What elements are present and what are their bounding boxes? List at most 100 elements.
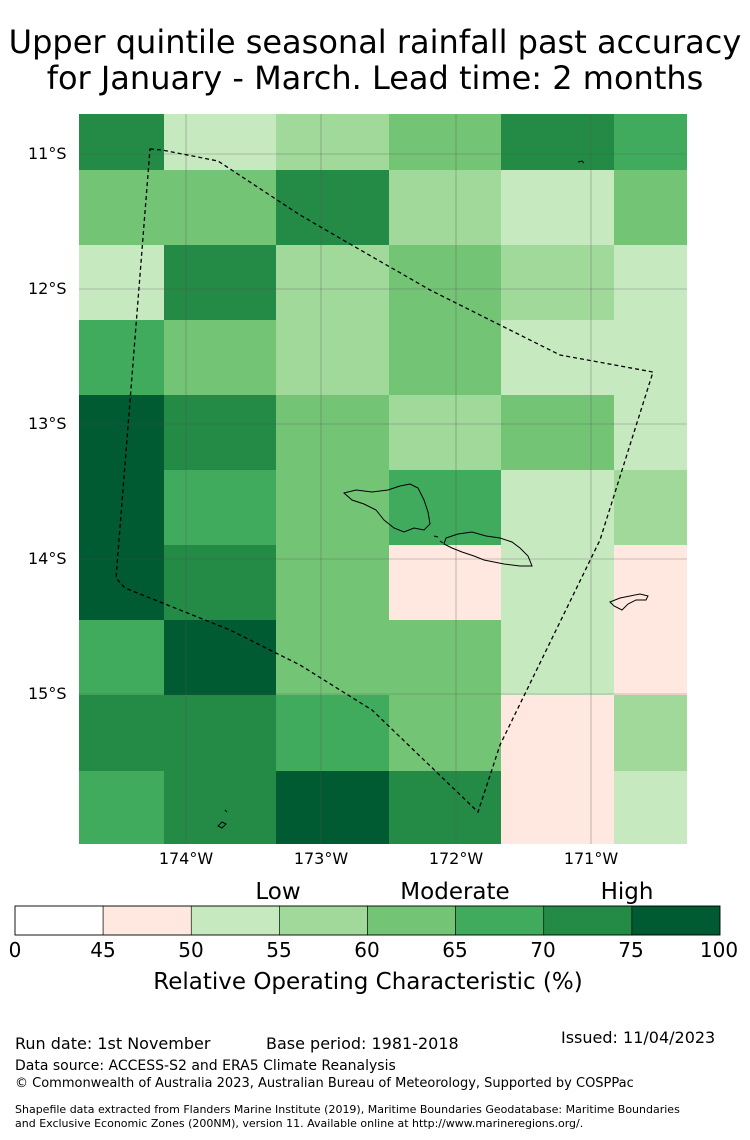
grid-cell-r6-c4 <box>501 545 614 620</box>
title-line-2: for January - March. Lead time: 2 months <box>46 59 704 97</box>
grid-cell-r7-c2 <box>276 620 389 695</box>
grid-cell-r9-c4 <box>501 771 614 844</box>
eez-boundary <box>115 148 654 814</box>
colorbar-tick-0: 0 <box>8 938 22 962</box>
grid-cell-r6-c1 <box>164 545 276 620</box>
grid-cell-r1-c1 <box>164 170 276 245</box>
grid-cell-r9-c3 <box>389 771 501 844</box>
savaii-island <box>342 483 431 533</box>
grid-cell-r5-c3 <box>389 470 501 545</box>
grid-cell-r5-c5 <box>614 470 687 545</box>
lat-label-14s: 14°S <box>28 549 67 568</box>
lat-label-11s: 11°S <box>28 144 67 163</box>
colorbar-segment-2 <box>190 905 280 936</box>
grid-cell-r4-c5 <box>614 395 687 470</box>
grid-cell-r1-c2 <box>276 170 389 245</box>
lat-label-12s: 12°S <box>28 279 67 298</box>
lon-label-172w: 172°W <box>428 849 484 868</box>
grid-cell-r6-c3 <box>389 545 501 620</box>
colorbar-segment-4 <box>367 905 456 936</box>
colorbar-segment-6 <box>543 905 633 936</box>
copyright: © Commonwealth of Australia 2023, Austra… <box>15 1076 634 1091</box>
colorbar-segment-1 <box>102 905 192 936</box>
lon-label-171w: 171°W <box>563 849 619 868</box>
colorbar-tick-60: 60 <box>354 938 380 962</box>
colorbar-title: Relative Operating Characteristic (%) <box>153 969 583 995</box>
grid-cell-r3-c1 <box>164 320 276 395</box>
run-date: Run date: 1st November <box>15 1034 211 1053</box>
grid-cell-r9-c5 <box>614 771 687 844</box>
colorbar-tick-100: 100 <box>699 938 739 962</box>
colorbar-tick-65: 65 <box>442 938 468 962</box>
lat-label-15s: 15°S <box>28 684 67 703</box>
title-line-1: Upper quintile seasonal rainfall past ac… <box>8 23 742 61</box>
grid-cell-r2-c3 <box>389 245 501 320</box>
grid-cell-r0-c4 <box>501 114 614 170</box>
colorbar <box>14 905 721 936</box>
grid-cell-r9-c1 <box>164 771 276 844</box>
colorbar-tick-70: 70 <box>530 938 556 962</box>
grid-cell-r3-c2 <box>276 320 389 395</box>
grid-cell-r8-c2 <box>276 695 389 771</box>
upolu-island <box>443 531 533 567</box>
colorbar-tick-45: 45 <box>90 938 116 962</box>
colorbar-segment-0 <box>14 905 104 936</box>
grid-cell-r8-c3 <box>389 695 501 771</box>
grid-cell-r4-c1 <box>164 395 276 470</box>
legend-moderate-label: Moderate <box>400 879 510 905</box>
grid-cell-r6-c2 <box>276 545 389 620</box>
issued-date: Issued: 11/04/2023 <box>561 1028 716 1047</box>
small-island-north <box>577 160 585 164</box>
grid-cell-r8-c5 <box>614 695 687 771</box>
grid-cell-r4-c2 <box>276 395 389 470</box>
shapefile-credit-1: Shapefile data extracted from Flanders M… <box>15 1103 680 1116</box>
grid-cell-r3-c0 <box>79 320 164 395</box>
grid-cell-r3-c3 <box>389 320 501 395</box>
data-source: Data source: ACCESS-S2 and ERA5 Climate … <box>15 1058 396 1074</box>
small-island-southwest <box>217 809 228 829</box>
grid-cell-r2-c1 <box>164 245 276 320</box>
grid-cell-r8-c1 <box>164 695 276 771</box>
base-period: Base period: 1981-2018 <box>266 1034 459 1053</box>
grid-cell-r0-c0 <box>79 114 164 170</box>
colorbar-segment-5 <box>455 905 545 936</box>
legend-high-label: High <box>600 879 654 905</box>
islets <box>433 535 444 544</box>
colorbar-segment-3 <box>279 905 368 936</box>
grid-cell-r5-c0 <box>79 470 164 545</box>
grid-cell-r0-c3 <box>389 114 501 170</box>
grid-cell-r1-c3 <box>389 170 501 245</box>
grid-cell-r7-c0 <box>79 620 164 695</box>
grid-cell-r4-c3 <box>389 395 501 470</box>
grid-cell-r7-c1 <box>164 620 276 695</box>
grid-cell-r7-c5 <box>614 620 687 695</box>
colorbar-frame <box>14 905 721 936</box>
grid-cell-r3-c4 <box>501 320 614 395</box>
lat-label-13s: 13°S <box>28 414 67 433</box>
grid-cell-r1-c5 <box>614 170 687 245</box>
lon-label-174w: 174°W <box>158 849 214 868</box>
grid-cell-r7-c3 <box>389 620 501 695</box>
grid-cell-r2-c0 <box>79 245 164 320</box>
grid-cell-r1-c0 <box>79 170 164 245</box>
colorbar-tick-50: 50 <box>178 938 204 962</box>
tutuila-island <box>609 593 649 611</box>
grid-cell-r9-c2 <box>276 771 389 844</box>
shapefile-credit-2: and Exclusive Economic Zones (200NM), ve… <box>15 1117 584 1130</box>
grid-cell-r8-c0 <box>79 695 164 771</box>
grid-cell-r1-c4 <box>501 170 614 245</box>
colorbar-segment-7 <box>631 905 721 936</box>
grid-cell-r3-c5 <box>614 320 687 395</box>
roc-grid <box>79 114 687 844</box>
grid-cell-r5-c4 <box>501 470 614 545</box>
grid-cell-r9-c0 <box>79 771 164 844</box>
grid-cell-r2-c4 <box>501 245 614 320</box>
legend-low-label: Low <box>255 879 301 905</box>
grid-cell-r4-c4 <box>501 395 614 470</box>
grid-cell-r5-c1 <box>164 470 276 545</box>
grid-cell-r0-c2 <box>276 114 389 170</box>
colorbar-tick-55: 55 <box>266 938 292 962</box>
grid-cell-r6-c0 <box>79 545 164 620</box>
grid-cell-r2-c5 <box>614 245 687 320</box>
